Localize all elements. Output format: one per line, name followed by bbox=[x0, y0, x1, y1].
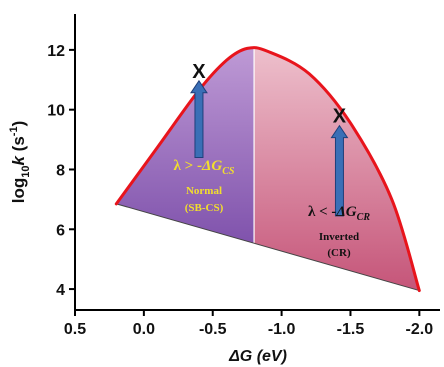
inverted-name-label: Inverted bbox=[319, 231, 359, 243]
x-tick-label: -1.0 bbox=[268, 321, 296, 338]
inverted-condition-lhs: λ < - bbox=[308, 204, 336, 220]
inverted-detail-label: (CR) bbox=[327, 247, 351, 259]
curve-layer bbox=[114, 46, 421, 293]
y-tick-label: 4 bbox=[56, 282, 65, 299]
normal-condition-sub: CS bbox=[222, 166, 235, 177]
x-marker-2: X bbox=[333, 106, 347, 128]
y-tick-label: 8 bbox=[56, 162, 65, 179]
normal-condition-label: λ > -ΔGCS bbox=[174, 158, 235, 177]
inverted-condition-label: λ < -ΔGCR bbox=[308, 204, 370, 223]
x-tick-label: -2.0 bbox=[406, 321, 434, 338]
y-axis-title-log: log bbox=[9, 178, 28, 204]
regions-layer bbox=[116, 47, 420, 291]
inverted-condition-sub: CR bbox=[357, 212, 371, 223]
x-tick-label: -0.5 bbox=[199, 321, 227, 338]
y-tick-label: 12 bbox=[47, 43, 65, 60]
y-axis-title-unit-sup: -1 bbox=[8, 126, 20, 136]
x-tick-label: -1.5 bbox=[337, 321, 365, 338]
normal-condition-var: ΔG bbox=[201, 158, 222, 174]
rate-curve-line bbox=[114, 46, 421, 293]
y-axis-title-unit-post: ) bbox=[9, 121, 28, 127]
x-tick-label: 0.5 bbox=[64, 321, 86, 338]
y-tick-label: 10 bbox=[47, 103, 65, 120]
y-axis-title-sub: 10 bbox=[20, 166, 32, 178]
x-axis-title-var: ΔG bbox=[228, 348, 252, 365]
normal-name-label: Normal bbox=[186, 185, 222, 197]
baseline-line bbox=[116, 203, 420, 292]
y-tick-label: 6 bbox=[56, 222, 65, 239]
inverted-condition-var: ΔG bbox=[335, 204, 356, 220]
x-marker-1: X bbox=[192, 61, 206, 83]
y-axis-title-var: k bbox=[9, 155, 28, 166]
x-axis-title: ΔG (eV) bbox=[228, 348, 287, 365]
y-axis-title: log10k (s-1) bbox=[8, 121, 32, 204]
y-axis-title-unit-pre: (s bbox=[9, 136, 28, 156]
normal-detail-label: (SB-CS) bbox=[185, 202, 224, 214]
marker-layer: XX bbox=[190, 61, 349, 217]
x-tick-label: 0.0 bbox=[133, 321, 155, 338]
normal-condition-lhs: λ > - bbox=[174, 158, 202, 174]
x-axis-title-unit: (eV) bbox=[252, 348, 287, 365]
up-arrow-1 bbox=[190, 79, 208, 159]
up-arrow-2 bbox=[330, 124, 349, 217]
